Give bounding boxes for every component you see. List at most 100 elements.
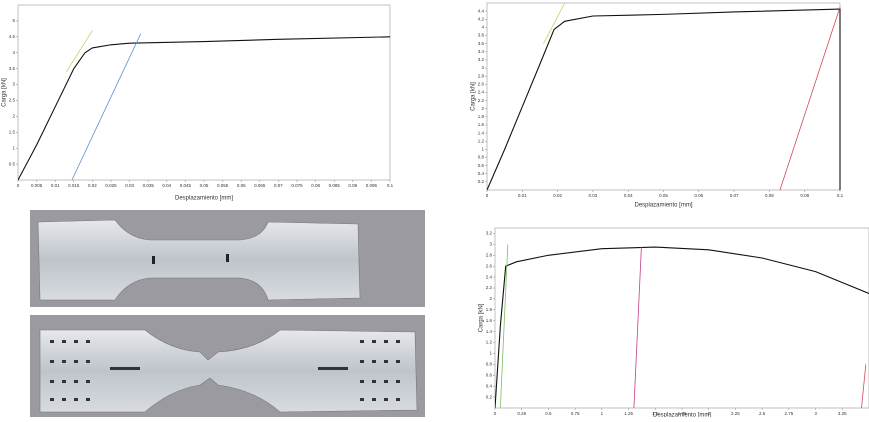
y-tick-label: 4.4 xyxy=(478,8,485,13)
x-tick-label: 0.04 xyxy=(624,193,633,198)
x-tick-label: 0 xyxy=(17,183,20,188)
x-tick-label: 0.055 xyxy=(217,183,229,188)
y-tick-label: 2.5 xyxy=(9,98,16,103)
x-tick-label: 0.03 xyxy=(125,183,134,188)
series-group xyxy=(18,30,391,181)
y-tick-label: 2.8 xyxy=(486,252,493,257)
x-tick-label: 0.25 xyxy=(517,411,526,416)
x-axis-label: Desplazamiento [mm] xyxy=(634,203,692,209)
y-tick-label: 1.4 xyxy=(478,130,485,135)
x-tick-label: 1.5 xyxy=(652,411,659,416)
series-group xyxy=(495,244,869,409)
data-line xyxy=(495,246,869,409)
x-tick-label: 0.01 xyxy=(518,193,527,198)
y-tick-label: 2 xyxy=(489,296,492,301)
y-tick-label: 0.4 xyxy=(486,383,493,388)
x-tick-label: 0.015 xyxy=(68,183,80,188)
y-tick-label: 1 xyxy=(12,145,15,150)
chart: 0.5 1 1.5 2 2.5 3 3.5 4 4.5 5 0 0.005 0.01 0.015 0.02 0… xyxy=(2,4,394,202)
y-tick-label: 2.4 xyxy=(486,274,493,279)
data-line xyxy=(66,30,93,73)
x-tick-label: 0.01 xyxy=(51,183,60,188)
x-tick-label: 0.05 xyxy=(659,193,668,198)
y-tick-label: 2.8 xyxy=(478,73,485,78)
x-tick-label: 0.03 xyxy=(589,193,598,198)
y-tick-label: 2.6 xyxy=(486,263,493,268)
y-tick-label: 2.6 xyxy=(478,81,485,86)
x-tick-label: 2 xyxy=(707,411,710,416)
x-tick-label: 0.1 xyxy=(837,193,844,198)
y-tick-label: 3.4 xyxy=(478,49,485,54)
y-tick-label: 3 xyxy=(12,82,15,87)
plot-area xyxy=(494,227,869,409)
x-tick-label: 0.095 xyxy=(366,183,378,188)
y-tick-label: 0.8 xyxy=(478,155,485,160)
y-tick-label: 4 xyxy=(12,50,15,55)
data-line xyxy=(543,2,566,44)
data-line xyxy=(633,247,642,409)
series-group xyxy=(487,2,841,191)
x-tick-label: 0.065 xyxy=(254,183,266,188)
x-tick-label: 3.25 xyxy=(838,411,847,416)
x-tick-label: 0.005 xyxy=(31,183,43,188)
y-tick-label: 1 xyxy=(489,351,492,356)
y-axis-label: Carga [kN] xyxy=(2,78,8,107)
x-tick-label: 0.5 xyxy=(545,411,552,416)
y-tick-label: 4 xyxy=(481,25,484,30)
y-axis-label: Carga [kN] xyxy=(479,303,485,332)
y-tick-label: 1.2 xyxy=(478,138,485,143)
y-tick-label: 0.5 xyxy=(9,161,16,166)
specimen-photo-1 xyxy=(30,210,425,307)
y-tick-label: 3.2 xyxy=(486,231,493,236)
x-tick-label: 0 xyxy=(486,193,489,198)
chart: 0.2 0.4 0.6 0.8 1 1.2 1.4 1.6 1.8 2 2.2 2.4 2.6 2.8 3 3… xyxy=(471,2,844,209)
y-tick-label: 2 xyxy=(481,106,484,111)
y-tick-label: 0.2 xyxy=(478,179,485,184)
x-tick-label: 0 xyxy=(494,411,497,416)
y-tick-label: 2.2 xyxy=(478,98,485,103)
x-tick-label: 0.02 xyxy=(553,193,562,198)
y-tick-label: 1 xyxy=(481,147,484,152)
x-tick-label: 0.06 xyxy=(694,193,703,198)
x-tick-label: 0.085 xyxy=(329,183,341,188)
y-tick-label: 0.6 xyxy=(486,372,493,377)
y-tick-label: 3 xyxy=(481,65,484,70)
y-tick-label: 4.2 xyxy=(478,16,485,21)
x-tick-label: 0.1 xyxy=(387,183,394,188)
x-tick-label: 0.045 xyxy=(180,183,192,188)
x-axis-label: Desplazamiento [mm] xyxy=(653,413,711,417)
y-tick-label: 3.8 xyxy=(478,33,485,38)
x-tick-label: 1.25 xyxy=(624,411,633,416)
x-tick-label: 1.75 xyxy=(678,411,687,416)
y-tick-label: 2 xyxy=(12,114,15,119)
x-tick-label: 0.075 xyxy=(291,183,303,188)
x-tick-label: 0.02 xyxy=(88,183,97,188)
y-tick-label: 1.8 xyxy=(486,307,493,312)
x-tick-label: 0.08 xyxy=(311,183,320,188)
y-tick-label: 5 xyxy=(12,18,15,23)
y-tick-label: 0.6 xyxy=(478,163,485,168)
y-tick-label: 1.6 xyxy=(478,122,485,127)
plot-area xyxy=(17,4,391,181)
x-tick-label: 0.09 xyxy=(348,183,357,188)
x-tick-label: 2.75 xyxy=(784,411,793,416)
y-tick-label: 3.2 xyxy=(478,57,485,62)
y-tick-label: 3.5 xyxy=(9,66,16,71)
data-line xyxy=(861,364,867,409)
y-tick-label: 1.5 xyxy=(9,129,16,134)
x-tick-label: 0.09 xyxy=(800,193,809,198)
y-tick-label: 1.6 xyxy=(486,318,493,323)
specimen-photo-2 xyxy=(30,315,425,417)
y-tick-label: 2.2 xyxy=(486,285,493,290)
x-tick-label: 0.05 xyxy=(200,183,209,188)
data-line xyxy=(499,244,509,409)
x-tick-label: 1 xyxy=(601,411,604,416)
data-line xyxy=(779,6,841,191)
y-tick-label: 1.8 xyxy=(478,114,485,119)
x-tick-label: 0.06 xyxy=(237,183,246,188)
x-tick-label: 0.025 xyxy=(105,183,117,188)
x-axis-label: Desplazamiento [mm] xyxy=(175,196,233,202)
y-tick-label: 0.8 xyxy=(486,362,493,367)
x-tick-label: 0.75 xyxy=(571,411,580,416)
